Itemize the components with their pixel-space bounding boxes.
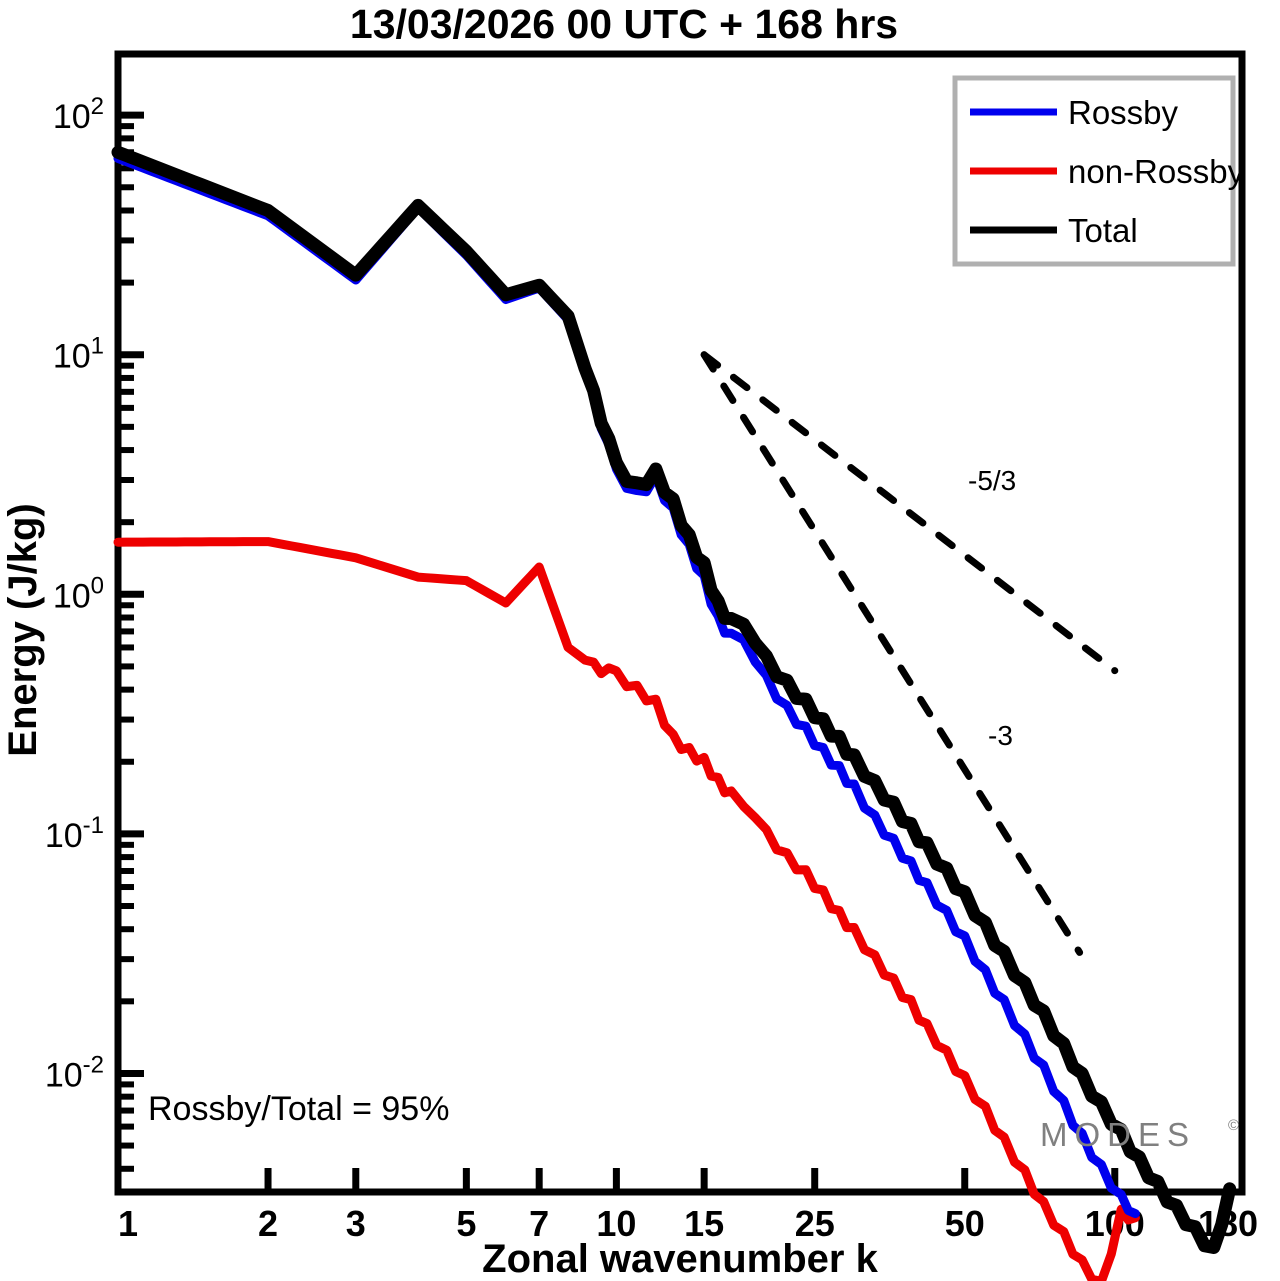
x-tick-label: 50 [945, 1203, 985, 1244]
x-tick-label: 10 [596, 1203, 636, 1244]
x-tick-label: 3 [346, 1203, 366, 1244]
x-tick-label: 1 [118, 1203, 138, 1244]
chart-title: 13/03/2026 00 UTC + 168 hrs [350, 1, 898, 47]
y-axis-ticks: 102 101 100 10-1 10-2 [45, 93, 144, 1172]
reference-line--5-3 [700, 351, 1119, 675]
legend-label-rossby: Rossby [1068, 94, 1179, 131]
legend: Rossby non-Rossby Total [952, 75, 1245, 267]
y-tick-label: 102 [53, 93, 104, 136]
data-series [111, 145, 1237, 1281]
y-tick-label: 10-1 [45, 812, 104, 855]
x-tick-label: 5 [456, 1203, 476, 1244]
legend-entry-total[interactable]: Total [970, 212, 1138, 249]
legend-entry-rossby[interactable]: Rossby [970, 94, 1179, 131]
watermark-text: MODES [1040, 1116, 1196, 1153]
legend-entry-non-rossby[interactable]: non-Rossby [970, 153, 1245, 190]
legend-label-non-rossby: non-Rossby [1068, 153, 1245, 190]
reference-line-label: -3 [988, 720, 1013, 751]
y-axis-label: Energy (J/kg) [1, 503, 45, 756]
watermark-copyright-icon: © [1228, 1117, 1239, 1134]
y-tick-label: 101 [53, 333, 104, 376]
series-line-total [111, 145, 1237, 1255]
x-tick-label: 7 [529, 1203, 549, 1244]
x-tick-label: 2 [258, 1203, 278, 1244]
x-axis-label: Zonal wavenumber k [482, 1237, 878, 1281]
plot-border [114, 50, 1246, 1196]
rossby-total-ratio-label: Rossby/Total = 95% [148, 1090, 449, 1128]
y-tick-label: 100 [53, 572, 104, 615]
x-tick-label: 25 [795, 1203, 835, 1244]
legend-label-total: Total [1068, 212, 1138, 249]
series-line-non-rossby [113, 537, 1140, 1281]
watermark: MODES © [1040, 1116, 1239, 1153]
reference-line-label: -5/3 [968, 465, 1016, 496]
reference-line--3 [700, 351, 1084, 956]
y-tick-label: 10-2 [45, 1051, 104, 1094]
reference-lines: -5/3 -3 [700, 351, 1119, 956]
plot-frame [114, 50, 1246, 1196]
x-tick-label: 15 [684, 1203, 724, 1244]
